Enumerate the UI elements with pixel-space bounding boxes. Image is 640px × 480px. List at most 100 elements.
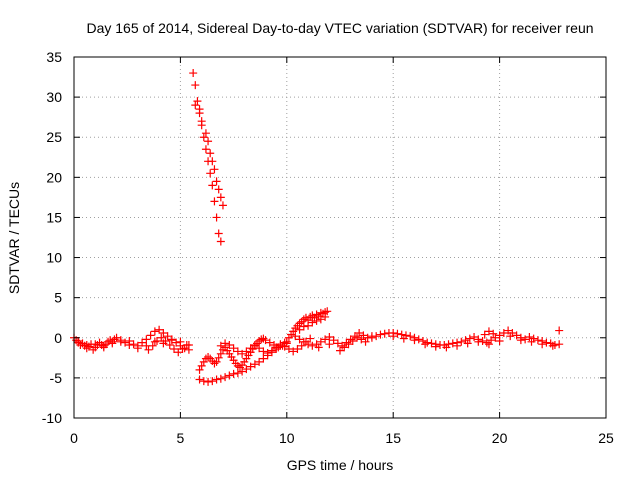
x-tick-label: 20 <box>492 430 508 446</box>
data-point <box>410 336 419 345</box>
data-point <box>238 349 247 358</box>
data-point <box>250 360 259 369</box>
chart-title: Day 165 of 2014, Sidereal Day-to-day VTE… <box>86 20 593 36</box>
data-point <box>204 137 213 146</box>
data-point <box>357 335 366 344</box>
data-point <box>159 328 168 337</box>
data-point <box>325 340 334 349</box>
data-point <box>176 337 185 346</box>
y-tick-label: 25 <box>46 129 62 145</box>
data-point <box>397 330 406 339</box>
data-point <box>150 327 159 336</box>
data-point <box>157 333 166 342</box>
data-point <box>406 332 415 341</box>
data-point <box>82 340 91 349</box>
data-point <box>284 345 293 354</box>
data-point <box>344 340 353 349</box>
data-series <box>70 69 564 386</box>
series-steep-track-b <box>191 101 227 210</box>
data-point <box>267 346 276 355</box>
data-point <box>225 371 234 380</box>
data-point <box>359 331 368 340</box>
data-point <box>208 157 217 166</box>
data-point <box>316 315 325 324</box>
data-point <box>555 326 564 335</box>
data-point <box>191 81 200 90</box>
data-point <box>340 343 349 352</box>
data-point <box>280 342 289 351</box>
data-point <box>242 365 251 374</box>
data-point <box>199 377 208 386</box>
series-dip-mid-track <box>195 334 291 374</box>
data-point <box>484 340 493 349</box>
data-point <box>229 344 238 353</box>
data-point <box>201 129 210 138</box>
series-dip-arc-track <box>216 334 315 358</box>
data-point <box>255 344 264 353</box>
data-point <box>306 334 315 343</box>
data-point <box>116 337 125 346</box>
data-point <box>233 369 242 378</box>
data-point <box>323 307 332 316</box>
data-point <box>225 340 234 349</box>
data-point <box>193 97 202 106</box>
data-point <box>491 333 500 342</box>
data-point <box>212 357 221 366</box>
data-point <box>304 321 313 330</box>
data-point <box>214 229 223 238</box>
data-point <box>91 340 100 349</box>
data-point <box>165 340 174 349</box>
y-tick-label: 0 <box>54 330 62 346</box>
data-point <box>172 338 181 347</box>
data-point <box>210 165 219 174</box>
data-point <box>463 339 472 348</box>
data-point <box>150 337 159 346</box>
data-point <box>291 332 300 341</box>
data-point <box>221 373 230 382</box>
data-point <box>506 332 515 341</box>
data-point <box>199 133 208 142</box>
data-point <box>125 340 134 349</box>
data-point <box>212 375 221 384</box>
data-point <box>431 342 440 351</box>
data-point <box>367 333 376 342</box>
data-point <box>265 338 274 347</box>
data-point <box>376 330 385 339</box>
data-point <box>197 361 206 370</box>
data-point <box>163 332 172 341</box>
data-point <box>212 177 221 186</box>
data-point <box>295 325 304 334</box>
data-point <box>218 201 227 210</box>
data-point <box>216 349 225 358</box>
data-point <box>206 169 215 178</box>
data-point <box>261 336 270 345</box>
data-point <box>206 149 215 158</box>
data-point <box>555 340 564 349</box>
data-point <box>74 336 83 345</box>
data-point <box>182 340 191 349</box>
data-point <box>474 337 483 346</box>
x-axis-label: GPS time / hours <box>287 457 394 473</box>
data-point <box>138 338 147 347</box>
data-point <box>478 336 487 345</box>
data-point <box>304 340 313 349</box>
data-point <box>457 337 466 346</box>
data-point <box>512 331 521 340</box>
data-point <box>233 347 242 356</box>
data-point <box>204 353 213 362</box>
data-point <box>414 335 423 344</box>
data-point <box>210 197 219 206</box>
data-point <box>453 341 462 350</box>
data-point <box>442 343 451 352</box>
data-point <box>208 181 217 190</box>
data-point <box>144 345 153 354</box>
data-point <box>146 331 155 340</box>
y-tick-label: 10 <box>46 250 62 266</box>
data-point <box>295 335 304 344</box>
data-point <box>316 337 325 346</box>
data-point <box>197 117 206 126</box>
series-late-track <box>367 326 564 352</box>
data-point <box>297 341 306 350</box>
data-point <box>214 185 223 194</box>
